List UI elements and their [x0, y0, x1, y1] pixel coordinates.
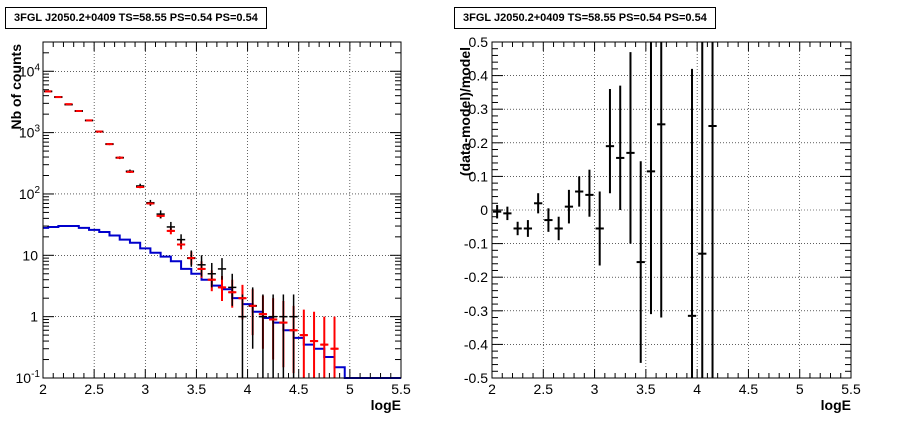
source-model-line — [43, 225, 401, 379]
y-tick-label: 0.1 — [469, 168, 489, 184]
y-tick-label: 0.3 — [469, 101, 489, 117]
x-tick-label: 4 — [244, 381, 252, 397]
x-axis-label: logE — [371, 397, 401, 413]
counts-plot: 2 2.5 3 3.5 4 4.5 5 5.5 10-1 1 10 102 103 104 logE Nb o… — [8, 41, 411, 413]
y-tick-label: -0.3 — [464, 303, 488, 319]
x-tick-label: 5 — [346, 381, 354, 397]
y-tick-label: 0.2 — [469, 135, 489, 151]
x-tick-label: 3 — [141, 381, 149, 397]
x-tick-label: 3 — [591, 381, 599, 397]
right-chart-title: 3FGL J2050.2+0409 TS=58.55 PS=0.54 PS=0.… — [454, 7, 716, 29]
x-tick-label: 2 — [488, 381, 496, 397]
left-chart-title: 3FGL J2050.2+0409 TS=58.55 PS=0.54 PS=0.… — [5, 7, 267, 29]
x-tick-label: 2.5 — [84, 381, 104, 397]
y-tick-label: 102 — [19, 185, 41, 202]
x-tick-label: 2.5 — [534, 381, 554, 397]
y-tick-label: 10-1 — [16, 369, 41, 386]
y-axis-label: Nb of counts — [8, 44, 24, 130]
x-tick-label: 3.5 — [187, 381, 207, 397]
y-tick-label: 103 — [19, 124, 41, 141]
y-tick-label: 1 — [30, 309, 38, 325]
y-tick-label: -0.5 — [464, 370, 488, 386]
plot-frame — [42, 41, 402, 379]
x-axis-label: logE — [821, 397, 851, 413]
x-tick-label: 2 — [39, 381, 47, 397]
residuals-plot: 2 2.5 3 3.5 4 4.5 5 5.5 -0.5 -0.4 -0.3 -0.2 -0.1 0 0.1… — [457, 34, 861, 413]
x-tick-label: 4.5 — [739, 381, 759, 397]
y-tick-label: 0.4 — [469, 68, 489, 84]
y-tick-label: 104 — [19, 62, 41, 79]
y-tick-label: -0.2 — [464, 269, 488, 285]
x-tick-label: 3.5 — [636, 381, 656, 397]
y-tick-label: -0.4 — [464, 336, 488, 352]
x-tick-label: 5.5 — [841, 381, 861, 397]
x-tick-label: 4 — [693, 381, 701, 397]
x-tick-label: 4.5 — [289, 381, 309, 397]
x-tick-label: 5 — [796, 381, 804, 397]
y-axis-label: (data-model)/model — [457, 47, 473, 176]
plot-frame — [491, 41, 852, 379]
y-tick-label: 0 — [480, 202, 488, 218]
y-tick-label: -0.1 — [464, 236, 488, 252]
y-tick-label: 0.5 — [469, 34, 489, 50]
x-tick-label: 5.5 — [391, 381, 411, 397]
y-tick-label: 10 — [22, 247, 38, 263]
